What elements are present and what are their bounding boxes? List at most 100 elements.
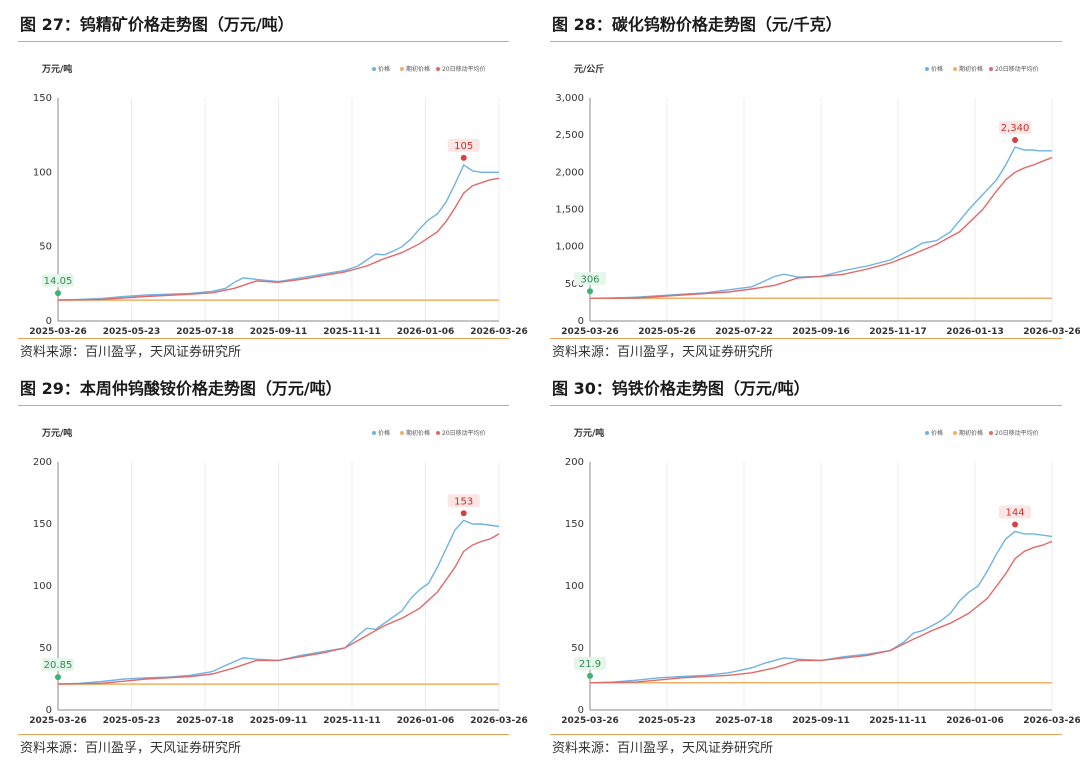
source-note: 资料来源：百川盈孚，天风证券研究所: [18, 734, 509, 762]
start-label-bg: [574, 272, 606, 286]
x-tick-label: 2025-07-18: [176, 327, 234, 337]
legend-marker: [925, 431, 929, 435]
panel-tungsten-concentrate: 图 27：钨精矿价格走势图（万元/吨） 万元/吨 价格 期初价格 20日移动平均价 20…: [18, 10, 528, 372]
legend-label: 20日移动平均价: [995, 429, 1039, 437]
chart-title: 图 29：本周仲钨酸铵价格走势图（万元/吨）: [18, 374, 509, 406]
x-tick-label: 2025-11-11: [323, 327, 381, 337]
peak-label: 2,340: [1001, 123, 1030, 134]
legend-marker: [400, 431, 404, 435]
x-tick-label: 2025-11-11: [323, 716, 381, 726]
peak-marker: [1012, 137, 1019, 144]
peak-label-bg: [999, 121, 1032, 135]
series-line-price: [57, 163, 499, 301]
legend-label: 期初价格: [959, 65, 983, 73]
series-line-ma: [57, 177, 500, 301]
x-tick-label: 2026-01-06: [397, 327, 455, 337]
x-tick-label: 2025-07-18: [715, 716, 773, 726]
start-marker: [587, 672, 593, 679]
chart-svg: 万元/吨 价格 期初价格 20日移动平均价 2025-03-26 2025-05-23 20…: [29, 63, 528, 337]
source-note: 资料来源：百川盈孚，天风证券研究所: [550, 338, 1062, 366]
y-tick-label: 0: [578, 705, 584, 716]
x-tick-label: 2026-03-26: [1023, 716, 1080, 726]
peak-marker: [460, 154, 467, 161]
start-label: 306: [580, 274, 599, 285]
legend-label: 20日移动平均价: [442, 65, 486, 73]
y-tick-label: 2,000: [555, 167, 584, 178]
y-tick-label: 150: [565, 519, 584, 530]
y-tick-label: 100: [565, 581, 584, 592]
legend-marker: [372, 67, 376, 71]
unit-label: 万元/吨: [41, 63, 72, 75]
start-marker: [55, 290, 61, 297]
panel-ferro-tungsten: 图 30：钨铁价格走势图（万元/吨） 万元/吨 价格 期初价格 20日移动平均价 202…: [550, 374, 1080, 766]
y-tick-label: 50: [571, 643, 584, 654]
legend-marker: [436, 67, 440, 71]
y-tick-label: 1,000: [555, 242, 584, 253]
y-tick-label: 150: [33, 519, 52, 530]
legend-marker: [925, 67, 929, 71]
y-tick-label: 3,000: [555, 93, 584, 104]
peak-label: 105: [454, 141, 473, 152]
peak-marker: [460, 510, 467, 517]
start-label: 21.9: [579, 659, 601, 670]
x-tick-label: 2026-01-06: [946, 716, 1004, 726]
x-tick-label: 2025-07-22: [715, 327, 773, 337]
legend-marker: [989, 431, 993, 435]
legend-label: 20日移动平均价: [442, 429, 486, 437]
chart-title: 图 30：钨铁价格走势图（万元/吨）: [550, 374, 1062, 406]
chart-title: 图 28：碳化钨粉价格走势图（元/千克）: [550, 10, 1062, 42]
x-tick-label: 2025-03-26: [29, 327, 87, 337]
x-tick-label: 2025-03-26: [29, 716, 87, 726]
unit-label: 万元/吨: [573, 427, 604, 439]
chart-svg: 万元/吨 价格 期初价格 20日移动平均价 2025-03-26 2025-05-23 20…: [29, 427, 528, 726]
series-line-ma: [589, 540, 1053, 684]
unit-label: 万元/吨: [41, 427, 72, 439]
x-tick-label: 2026-03-26: [470, 716, 528, 726]
series-line-price: [589, 146, 1052, 299]
legend-label: 价格: [931, 429, 943, 437]
y-tick-label: 1,500: [555, 205, 584, 216]
x-tick-label: 2026-01-06: [397, 716, 455, 726]
x-tick-label: 2025-11-17: [869, 327, 927, 337]
y-tick-label: 0: [578, 316, 584, 327]
series-line-ma: [589, 156, 1053, 299]
unit-label: 元/公斤: [574, 63, 604, 75]
series-line-ma: [57, 533, 500, 685]
legend-label: 价格: [378, 429, 390, 437]
legend-marker: [989, 67, 993, 71]
x-tick-label: 2025-11-11: [869, 716, 927, 726]
series-line-price: [589, 530, 1053, 684]
chart-title: 图 27：钨精矿价格走势图（万元/吨）: [18, 10, 509, 42]
x-tick-label: 2026-01-13: [946, 327, 1004, 337]
start-label: 20.85: [44, 660, 73, 671]
y-tick-label: 0: [46, 316, 52, 327]
legend-marker: [400, 67, 404, 71]
x-tick-label: 2025-05-23: [638, 716, 696, 726]
start-marker: [587, 288, 593, 295]
legend-label: 价格: [931, 65, 943, 73]
y-tick-label: 200: [33, 457, 52, 468]
legend-label: 期初价格: [959, 429, 983, 437]
x-tick-label: 2025-03-26: [561, 327, 619, 337]
source-note: 资料来源：百川盈孚，天风证券研究所: [18, 338, 509, 366]
start-label-bg: [574, 656, 606, 670]
y-tick-label: 150: [33, 93, 52, 104]
peak-label: 144: [1005, 507, 1024, 518]
peak-label-bg: [447, 494, 480, 508]
y-tick-label: 50: [39, 643, 52, 654]
y-tick-label: 100: [33, 581, 52, 592]
y-tick-label: 2,500: [555, 130, 584, 141]
x-tick-label: 2025-09-11: [250, 716, 308, 726]
legend-marker: [953, 67, 957, 71]
x-tick-label: 2025-03-26: [561, 716, 619, 726]
x-tick-label: 2025-05-23: [103, 327, 161, 337]
x-tick-label: 2026-03-26: [1023, 327, 1080, 337]
panel-apt: 图 29：本周仲钨酸铵价格走势图（万元/吨） 万元/吨 价格 期初价格 20日移动平均…: [18, 374, 528, 766]
x-tick-label: 2025-09-11: [250, 327, 308, 337]
start-label-bg: [42, 274, 74, 288]
x-tick-label: 2025-09-11: [792, 716, 850, 726]
x-tick-label: 2026-03-26: [470, 327, 528, 337]
start-marker: [55, 674, 61, 681]
x-tick-label: 2025-05-26: [638, 327, 696, 337]
y-tick-label: 50: [39, 242, 52, 253]
